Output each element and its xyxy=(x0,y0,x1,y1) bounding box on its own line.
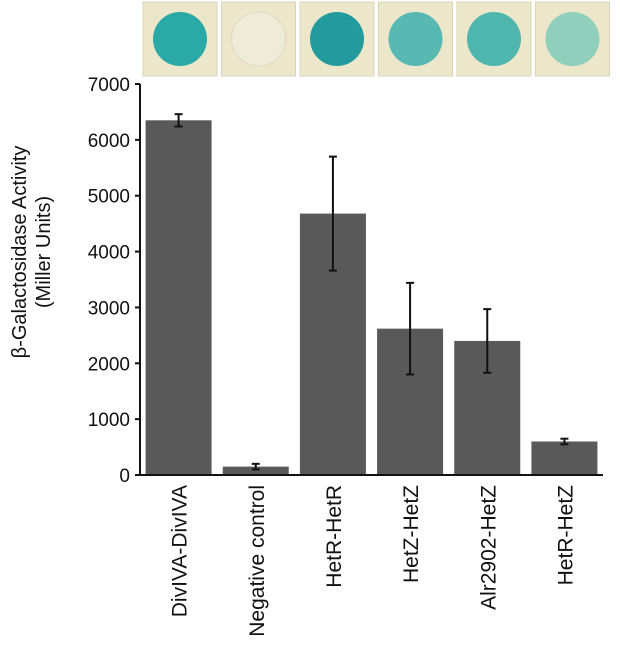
colony-spot-5 xyxy=(467,12,521,66)
colony-spot-4 xyxy=(388,12,443,66)
y-tick-label-7000: 7000 xyxy=(88,75,130,96)
colony-spot-1 xyxy=(153,12,207,66)
y-tick-label-5000: 5000 xyxy=(88,187,130,208)
y-tick-label-1000: 1000 xyxy=(88,410,130,431)
bar-6 xyxy=(531,441,598,475)
y-tick-label-3000: 3000 xyxy=(88,298,130,319)
colony-spot-2 xyxy=(231,11,286,67)
axes xyxy=(135,83,603,476)
x-category-label-4: HetZ-HetZ xyxy=(400,485,423,583)
x-category-label-5: Alr2902-HetZ xyxy=(477,485,500,610)
bar-2 xyxy=(222,466,289,475)
y-tick-label-6000: 6000 xyxy=(88,131,130,152)
x-category-label-3: HetR-HetR xyxy=(323,485,346,588)
x-category-labels: DivIVA-DivIVA Negative control HetR-HetR He… xyxy=(169,485,578,637)
bars xyxy=(145,120,598,476)
colony-spot-3 xyxy=(310,12,364,66)
y-axis-title-line2: (Miller Units) xyxy=(33,196,55,308)
colony-spot-images xyxy=(142,1,610,77)
x-category-label-6: HetR-HetZ xyxy=(554,485,577,586)
bar-1 xyxy=(145,120,212,476)
x-category-label-2: Negative control xyxy=(246,485,269,637)
y-axis-title-line1: β-Galactosidase Activity xyxy=(9,146,31,359)
colony-spot-6 xyxy=(545,12,600,66)
error-bars xyxy=(174,113,569,471)
y-tick-label-4000: 4000 xyxy=(88,243,130,264)
y-tick-label-0: 0 xyxy=(119,466,130,487)
x-category-label-1: DivIVA-DivIVA xyxy=(169,485,192,617)
y-tick-label-2000: 2000 xyxy=(88,354,130,375)
y-tick-labels: 0 1000 2000 3000 4000 5000 6000 7000 xyxy=(88,75,130,487)
